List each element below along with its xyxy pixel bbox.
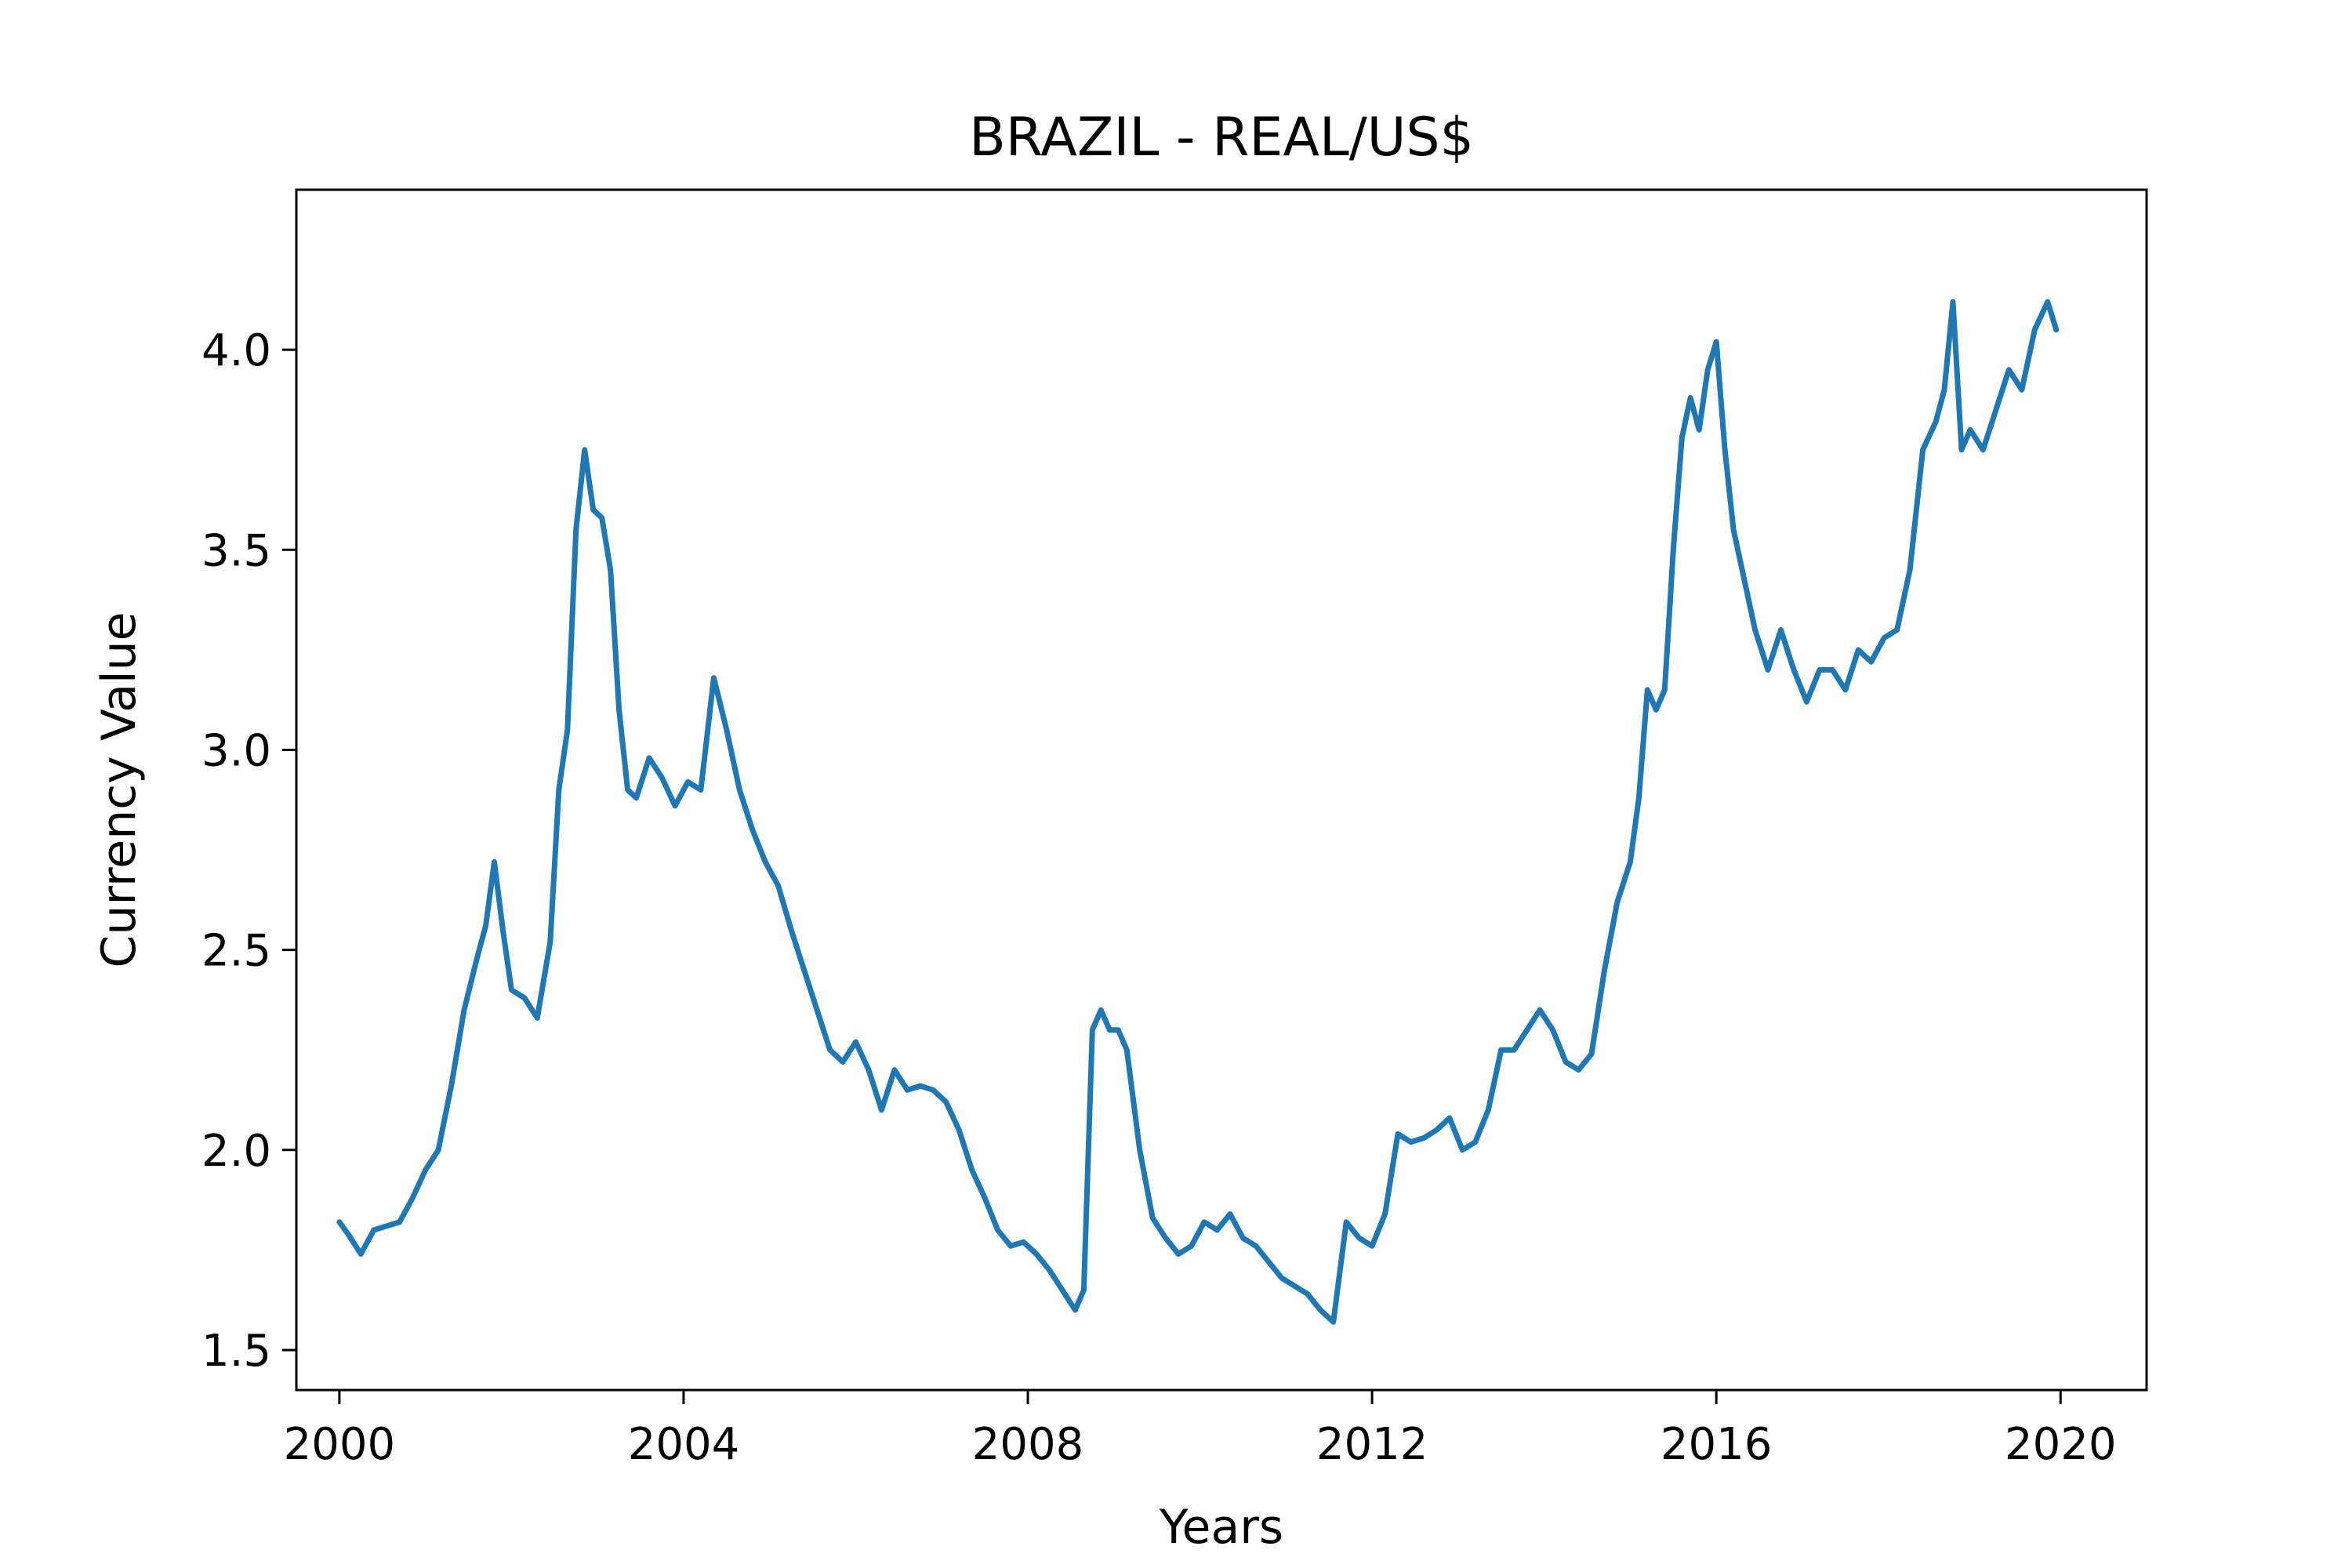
- y-tick-label: 2.0: [201, 1126, 271, 1177]
- y-tick-label: 2.5: [201, 926, 271, 977]
- x-tick-label: 2008: [972, 1419, 1084, 1470]
- x-tick-label: 2000: [284, 1419, 396, 1470]
- plot-area-frame: [295, 188, 2148, 1392]
- y-tick-label: 4.0: [201, 325, 271, 376]
- series-layer: [336, 299, 2060, 1325]
- x-tick-label: 2020: [2005, 1419, 2117, 1470]
- y-axis: 1.5 2.0 2.5 3.0 3.5 4.0: [201, 325, 296, 1377]
- y-axis-label: Currency Value: [92, 612, 147, 967]
- x-tick-label: 2004: [628, 1419, 740, 1470]
- x-axis: 2000 2004 2008 2012 2016 2020: [284, 1390, 2117, 1470]
- series-line: [336, 299, 2060, 1325]
- y-tick-label: 3.0: [201, 725, 271, 776]
- x-tick-label: 2012: [1316, 1419, 1428, 1470]
- x-tick-label: 2016: [1661, 1419, 1773, 1470]
- y-tick-label: 3.5: [201, 525, 271, 576]
- chart-title: BRAZIL - REAL/US$: [969, 107, 1474, 169]
- y-tick-label: 1.5: [201, 1326, 271, 1377]
- x-axis-label: Years: [1159, 1500, 1283, 1555]
